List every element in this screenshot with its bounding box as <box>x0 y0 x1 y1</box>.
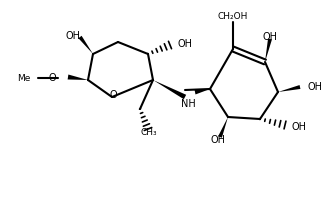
Polygon shape <box>278 85 300 92</box>
Polygon shape <box>218 117 228 138</box>
Text: OH: OH <box>307 82 322 92</box>
Polygon shape <box>153 80 186 99</box>
Polygon shape <box>68 74 88 80</box>
Text: OH: OH <box>177 39 192 49</box>
Text: CH₂OH: CH₂OH <box>218 12 248 21</box>
Text: OH: OH <box>65 31 80 41</box>
Polygon shape <box>195 89 210 94</box>
Text: Me: Me <box>17 73 30 83</box>
Polygon shape <box>265 39 272 62</box>
Text: O: O <box>109 90 117 100</box>
Text: NH: NH <box>181 99 195 109</box>
Text: OH: OH <box>210 135 225 145</box>
Polygon shape <box>78 36 93 54</box>
Text: O: O <box>48 73 56 83</box>
Text: OH: OH <box>263 32 278 42</box>
Text: CH₃: CH₃ <box>141 128 157 137</box>
Text: OH: OH <box>292 122 307 132</box>
